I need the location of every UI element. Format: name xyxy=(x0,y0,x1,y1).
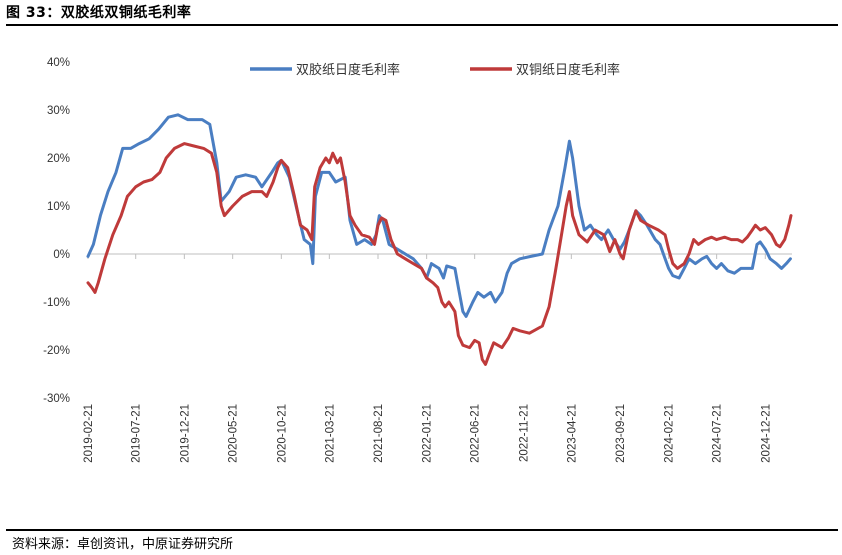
x-tick-label: 2021-03-21 xyxy=(324,404,336,463)
legend-label-1: 双胶纸日度毛利率 xyxy=(296,62,400,78)
x-tick-label: 2019-12-21 xyxy=(179,404,191,463)
x-tick-label: 2023-09-21 xyxy=(615,404,627,463)
legend: 双胶纸日度毛利率 双铜纸日度毛利率 xyxy=(250,62,620,78)
series-group xyxy=(86,113,793,366)
y-tick-label: -20% xyxy=(43,345,70,357)
x-tick-label: 2024-02-21 xyxy=(664,404,676,463)
x-tick-label: 2022-11-21 xyxy=(518,404,530,462)
x-tick-label: 2021-08-21 xyxy=(373,404,385,463)
series-line-2 xyxy=(86,142,793,366)
source-note: 资料来源：卓创资讯，中原证券研究所 xyxy=(12,537,234,552)
y-tick-label: 40% xyxy=(47,57,70,69)
x-tick-label: 2019-02-21 xyxy=(83,404,95,463)
figure-title: 图 33：双胶纸双铜纸毛利率 xyxy=(6,5,192,21)
x-tick-label: 2022-06-21 xyxy=(470,404,482,463)
y-tick-label: 10% xyxy=(47,201,70,213)
x-axis: 2019-02-21 2019-07-21 2019-12-21 2020-05-21… xyxy=(83,254,772,463)
x-tick-label: 2020-05-21 xyxy=(228,404,240,463)
x-tick-label: 2023-04-21 xyxy=(566,404,578,463)
y-tick-label: -30% xyxy=(43,393,70,405)
y-tick-label: 20% xyxy=(47,153,70,165)
top-rule xyxy=(6,24,838,26)
y-axis: 40% 30% 20% 10% 0% -10% -20% -30% xyxy=(43,57,70,405)
x-tick-label: 2020-10-21 xyxy=(276,404,288,463)
series-line-1 xyxy=(86,113,792,318)
y-tick-label: 0% xyxy=(53,249,70,261)
x-tick-label: 2022-01-21 xyxy=(422,404,434,463)
y-tick-label: 30% xyxy=(47,105,70,117)
x-tick-label: 2024-07-21 xyxy=(712,404,724,463)
y-tick-label: -10% xyxy=(43,297,70,309)
x-tick-label: 2019-07-21 xyxy=(131,404,143,463)
margin-line-chart: 40%30%20%10%0%-10%-20%-30% 2019-02-21 201… xyxy=(43,57,793,463)
legend-label-2: 双铜纸日度毛利率 xyxy=(516,62,620,78)
x-tick-label: 2024-12-21 xyxy=(760,404,772,463)
bottom-rule xyxy=(6,529,838,531)
